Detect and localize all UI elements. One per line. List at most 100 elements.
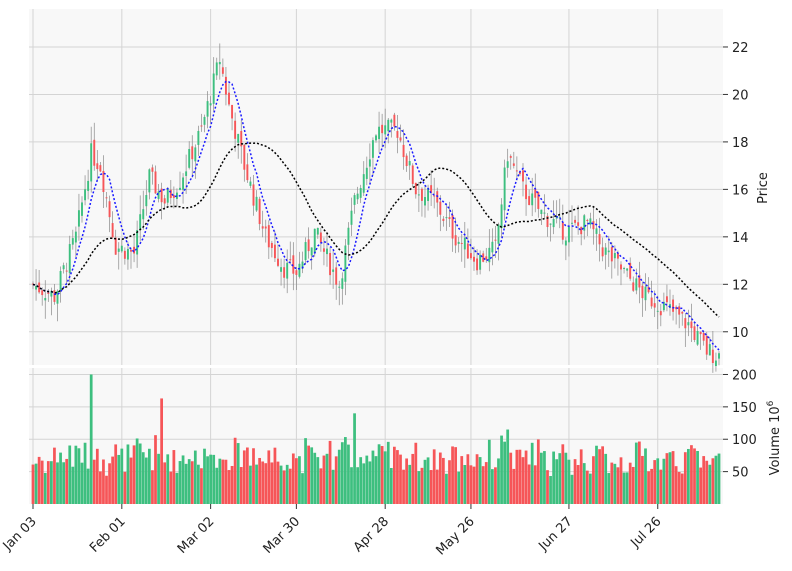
volume-bar bbox=[111, 456, 114, 504]
volume-bar bbox=[622, 472, 626, 504]
volume-bar bbox=[420, 467, 424, 504]
volume-bar bbox=[616, 467, 620, 504]
candle-body bbox=[120, 245, 123, 252]
volume-bar bbox=[350, 467, 353, 504]
candle-body bbox=[644, 286, 647, 301]
candle-body bbox=[136, 230, 139, 255]
volume-bar bbox=[665, 453, 669, 504]
candle-body bbox=[90, 143, 93, 182]
volume-bar bbox=[221, 459, 225, 504]
candle-body bbox=[442, 218, 445, 221]
volume-bar bbox=[163, 462, 167, 504]
candle-body bbox=[117, 248, 120, 252]
candle-body bbox=[41, 290, 44, 296]
candle-body bbox=[690, 321, 693, 329]
volume-bar bbox=[304, 438, 307, 504]
candle-body bbox=[469, 253, 472, 259]
volume-bar bbox=[209, 454, 212, 504]
candle-body bbox=[546, 215, 549, 228]
x-tick-label: Apr 28 bbox=[351, 514, 392, 555]
candle-body bbox=[543, 212, 546, 214]
candle-body bbox=[338, 286, 341, 288]
volume-bar bbox=[261, 461, 265, 504]
candle-body bbox=[552, 219, 555, 228]
candle-body bbox=[96, 163, 99, 170]
candle-body bbox=[476, 258, 479, 271]
candle-body bbox=[656, 310, 659, 312]
x-tick-label: Jul 26 bbox=[628, 514, 665, 551]
candle-body bbox=[454, 235, 457, 246]
volume-bar bbox=[389, 467, 393, 504]
volume-bar bbox=[108, 463, 111, 504]
candle-body bbox=[175, 192, 178, 199]
candle-body bbox=[491, 241, 494, 253]
price-panel-background bbox=[29, 9, 723, 365]
volume-bar bbox=[647, 471, 650, 504]
volume-bar bbox=[475, 454, 479, 504]
volume-bar bbox=[696, 451, 699, 504]
volume-bar bbox=[246, 447, 249, 504]
volume-bar bbox=[144, 457, 148, 504]
volume-bar bbox=[417, 471, 421, 504]
volume-bar bbox=[236, 443, 240, 504]
volume-bar bbox=[371, 450, 375, 504]
candle-body bbox=[479, 254, 482, 270]
candle-body bbox=[163, 198, 166, 204]
volume-bar bbox=[693, 448, 696, 504]
candle-body bbox=[145, 195, 148, 207]
candles bbox=[32, 43, 720, 373]
volume-bar bbox=[656, 458, 660, 504]
candle-body bbox=[571, 222, 573, 224]
volume-bar bbox=[340, 442, 344, 504]
candle-body bbox=[335, 267, 338, 285]
candle-body bbox=[531, 193, 534, 206]
volume-bar bbox=[80, 462, 84, 504]
volume-bar bbox=[313, 452, 317, 504]
volume-bar bbox=[120, 448, 124, 504]
candle-body bbox=[607, 250, 610, 253]
candle-body bbox=[549, 223, 552, 225]
candle-body bbox=[393, 114, 396, 127]
volume-tick-label: 200 bbox=[732, 368, 757, 383]
candle-body bbox=[387, 119, 390, 132]
candle-body bbox=[341, 278, 344, 289]
candle-body bbox=[234, 120, 237, 139]
candle-body bbox=[616, 252, 619, 259]
volume-bar bbox=[148, 448, 151, 504]
volume-bar bbox=[53, 447, 56, 504]
candle-body bbox=[310, 247, 313, 256]
candle-body bbox=[665, 296, 668, 303]
candle-body bbox=[586, 219, 589, 221]
candle-body bbox=[433, 195, 436, 197]
volume-bar bbox=[353, 413, 356, 504]
volume-bar bbox=[102, 459, 105, 504]
candle-body bbox=[362, 174, 365, 193]
candle-body bbox=[669, 304, 671, 308]
volume-bar bbox=[484, 462, 488, 504]
candle-body bbox=[414, 182, 417, 195]
candle-body bbox=[610, 247, 613, 262]
x-tick-label: Feb 01 bbox=[87, 514, 129, 556]
volume-bar bbox=[276, 461, 280, 504]
candle-body bbox=[485, 256, 488, 260]
volume-bar bbox=[598, 449, 601, 504]
volume-bar bbox=[561, 444, 565, 504]
volume-bar bbox=[65, 458, 69, 504]
candle-body bbox=[702, 332, 705, 341]
candle-body bbox=[65, 270, 68, 272]
candle-body bbox=[62, 265, 65, 270]
candle-body bbox=[699, 331, 702, 335]
volume-bar bbox=[677, 471, 681, 504]
volume-bar bbox=[288, 468, 292, 504]
volume-bar bbox=[197, 464, 200, 504]
candle-body bbox=[457, 241, 460, 244]
volume-bar bbox=[491, 469, 494, 504]
volume-bar bbox=[552, 451, 555, 504]
candle-body bbox=[50, 290, 53, 297]
volume-bar bbox=[328, 440, 332, 504]
candle-body bbox=[399, 137, 402, 141]
candle-body bbox=[396, 131, 399, 138]
volume-tick-label: 100 bbox=[732, 433, 757, 448]
volume-bar bbox=[432, 449, 436, 504]
candle-body bbox=[188, 148, 191, 168]
